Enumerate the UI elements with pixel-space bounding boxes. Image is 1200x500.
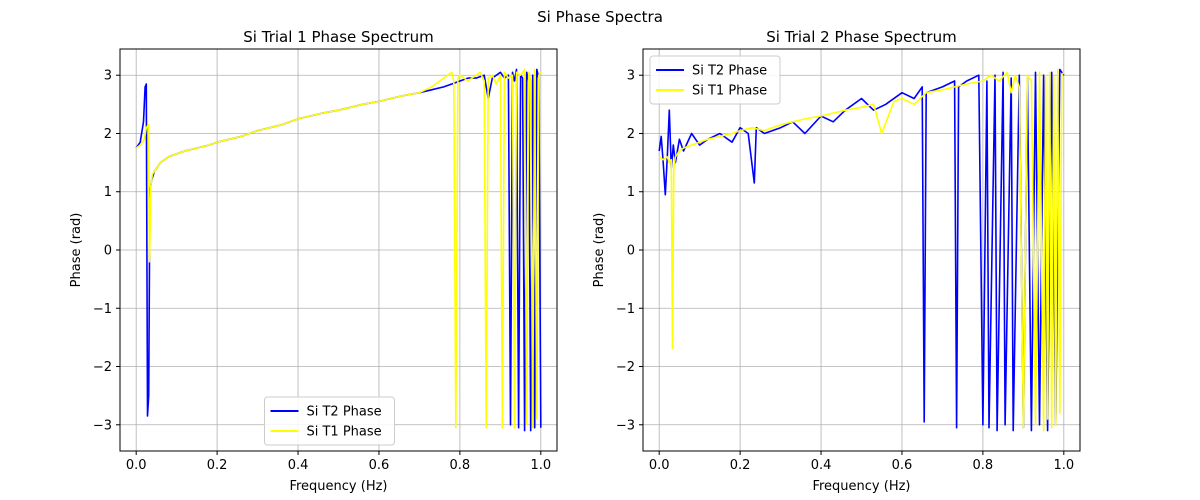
x-tick-label: 0.6 xyxy=(369,458,390,473)
y-tick-label: 1 xyxy=(627,185,635,200)
legend-label: Si T2 Phase xyxy=(307,405,382,420)
x-tick-label: 0.2 xyxy=(730,458,751,473)
series-line-si-t1-phase xyxy=(658,68,1065,432)
y-tick-label: 1 xyxy=(104,185,112,200)
y-tick-label: −2 xyxy=(616,360,635,375)
y-tick-label: 2 xyxy=(104,127,112,142)
figure-suptitle: Si Phase Spectra xyxy=(537,8,663,26)
y-tick-label: −1 xyxy=(616,302,635,317)
y-tick-label: 3 xyxy=(104,69,112,84)
legend-label: Si T1 Phase xyxy=(307,425,382,440)
y-tick-label: 2 xyxy=(627,127,635,142)
y-axis-label: Phase (rad) xyxy=(592,213,607,288)
x-tick-label: 0.8 xyxy=(450,458,471,473)
y-tick-label: −3 xyxy=(616,418,635,433)
legend: Si T2 Phase Si T1 Phase xyxy=(264,396,395,446)
legend-label: Si T1 Phase xyxy=(692,84,767,99)
x-tick-label: 1.0 xyxy=(1053,458,1074,473)
x-tick-label: 0.0 xyxy=(649,458,670,473)
x-axis-label: Frequency (Hz) xyxy=(812,479,910,494)
y-tick-label: 0 xyxy=(104,244,112,259)
y-tick-label: 3 xyxy=(627,69,635,84)
plot-trial-1: 0.0 0.2 0.4 0.6 0.8 1.0 −3 −2 −1 0 1 2 3 Si Trial 1 P… xyxy=(69,28,558,494)
x-tick-label: 0.4 xyxy=(811,458,832,473)
series-line-si-t1-phase xyxy=(135,68,542,429)
legend-label: Si T2 Phase xyxy=(692,64,767,79)
y-tick-label: 0 xyxy=(627,244,635,259)
x-tick-label: 1.0 xyxy=(530,458,551,473)
y-tick-label: −2 xyxy=(93,360,112,375)
y-tick-label: −3 xyxy=(93,418,112,433)
chart-title: Si Trial 2 Phase Spectrum xyxy=(766,28,956,46)
x-tick-label: 0.6 xyxy=(892,458,913,473)
chart-title: Si Trial 1 Phase Spectrum xyxy=(243,28,433,46)
y-tick-label: −1 xyxy=(93,302,112,317)
legend-box xyxy=(649,55,781,105)
x-tick-label: 0.2 xyxy=(207,458,228,473)
x-axis-label: Frequency (Hz) xyxy=(289,479,387,494)
x-tick-label: 0.0 xyxy=(126,458,147,473)
legend: Si T2 Phase Si T1 Phase xyxy=(649,55,781,105)
y-axis-label: Phase (rad) xyxy=(69,213,84,288)
plot-trial-2: 0.0 0.2 0.4 0.6 0.8 1.0 −3 −2 −1 0 1 2 3 Si Trial 2 P… xyxy=(592,28,1081,494)
x-tick-label: 0.4 xyxy=(288,458,309,473)
legend-box xyxy=(264,396,395,446)
x-tick-label: 0.8 xyxy=(973,458,994,473)
